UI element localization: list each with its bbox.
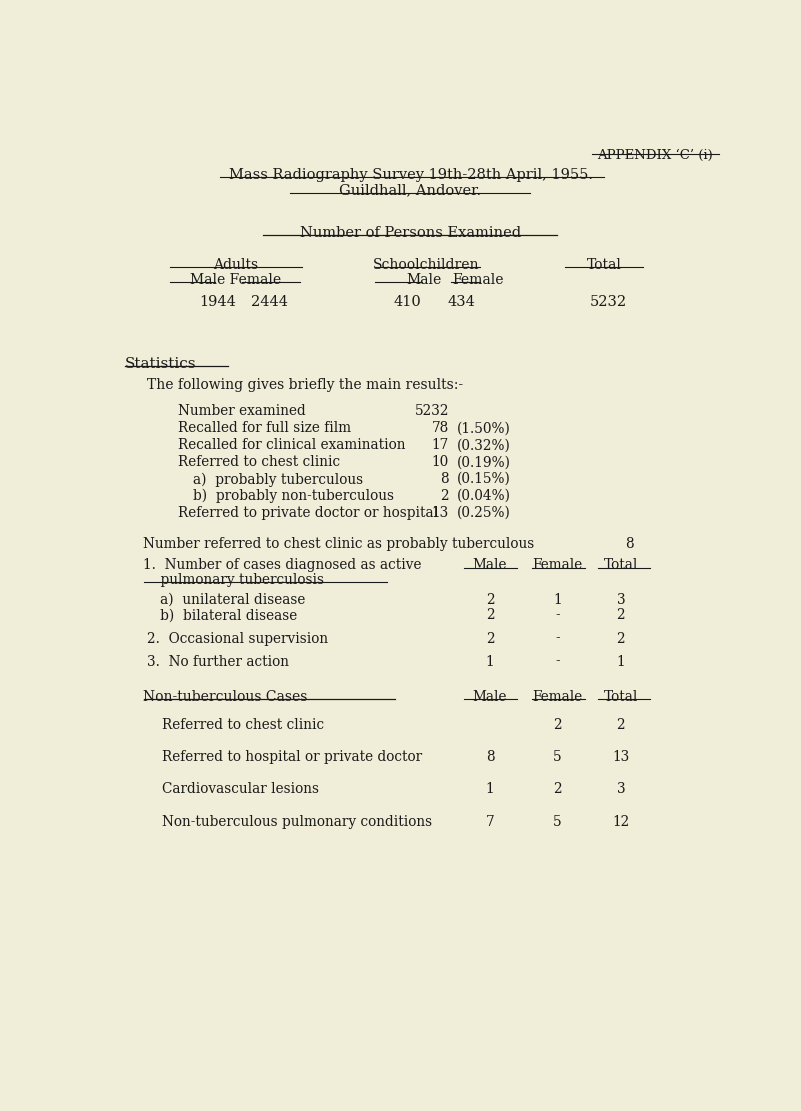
Text: 7: 7 <box>485 814 494 829</box>
Text: 8: 8 <box>626 537 634 551</box>
Text: 2.  Occasional supervision: 2. Occasional supervision <box>147 631 328 645</box>
Text: -: - <box>555 609 560 622</box>
Text: (0.32%): (0.32%) <box>457 438 510 452</box>
Text: Cardiovascular lesions: Cardiovascular lesions <box>162 782 319 797</box>
Text: The following gives briefly the main results:-: The following gives briefly the main res… <box>147 378 463 392</box>
Text: Referred to private doctor or hospital: Referred to private doctor or hospital <box>178 506 438 520</box>
Text: 3: 3 <box>617 593 626 607</box>
Text: 2: 2 <box>617 631 626 645</box>
Text: 78: 78 <box>432 421 449 436</box>
Text: Guildhall, Andover.: Guildhall, Andover. <box>340 183 481 198</box>
Text: b)  bilateral disease: b) bilateral disease <box>147 609 297 622</box>
Text: 3: 3 <box>617 782 626 797</box>
Text: Referred to chest clinic: Referred to chest clinic <box>162 718 324 732</box>
Text: b)  probably non-tuberculous: b) probably non-tuberculous <box>193 489 394 503</box>
Text: Schoolchildren: Schoolchildren <box>372 258 479 272</box>
Text: Female: Female <box>532 690 582 704</box>
Text: 2: 2 <box>441 489 449 503</box>
Text: 1: 1 <box>485 654 494 669</box>
Text: 2: 2 <box>485 609 494 622</box>
Text: 3.  No further action: 3. No further action <box>147 654 288 669</box>
Text: Male: Male <box>406 273 441 288</box>
Text: Number of Persons Examined: Number of Persons Examined <box>300 226 521 240</box>
Text: (0.25%): (0.25%) <box>457 506 510 520</box>
Text: Adults: Adults <box>213 258 258 272</box>
Text: 1: 1 <box>617 654 626 669</box>
Text: Total: Total <box>586 258 622 272</box>
Text: Male: Male <box>473 559 507 572</box>
Text: (1.50%): (1.50%) <box>457 421 510 436</box>
Text: 10: 10 <box>432 456 449 469</box>
Text: Number examined: Number examined <box>178 404 305 419</box>
Text: Referred to chest clinic: Referred to chest clinic <box>178 456 340 469</box>
Text: 5232: 5232 <box>414 404 449 419</box>
Text: Total: Total <box>604 559 638 572</box>
Text: 410: 410 <box>393 296 421 309</box>
Text: Non-tuberculous Cases: Non-tuberculous Cases <box>143 690 307 704</box>
Text: a)  probably tuberculous: a) probably tuberculous <box>193 472 363 487</box>
Text: Male: Male <box>473 690 507 704</box>
Text: 5232: 5232 <box>590 296 627 309</box>
Text: 2: 2 <box>617 718 626 732</box>
Text: 2: 2 <box>553 782 562 797</box>
Text: Recalled for full size film: Recalled for full size film <box>178 421 351 436</box>
Text: Male Female: Male Female <box>190 273 281 288</box>
Text: 12: 12 <box>612 814 630 829</box>
Text: -: - <box>555 654 560 669</box>
Text: 1: 1 <box>553 593 562 607</box>
Text: a)  unilateral disease: a) unilateral disease <box>147 593 305 607</box>
Text: 5: 5 <box>553 750 562 764</box>
Text: Statistics: Statistics <box>125 357 196 371</box>
Text: 17: 17 <box>432 438 449 452</box>
Text: Non-tuberculous pulmonary conditions: Non-tuberculous pulmonary conditions <box>162 814 433 829</box>
Text: 2: 2 <box>617 609 626 622</box>
Text: APPENDIX ‘C’ (i): APPENDIX ‘C’ (i) <box>597 149 712 162</box>
Text: (0.19%): (0.19%) <box>457 456 510 469</box>
Text: 2: 2 <box>485 631 494 645</box>
Text: 1944: 1944 <box>199 296 236 309</box>
Text: 434: 434 <box>447 296 475 309</box>
Text: Total: Total <box>604 690 638 704</box>
Text: Referred to hospital or private doctor: Referred to hospital or private doctor <box>162 750 422 764</box>
Text: 2444: 2444 <box>252 296 288 309</box>
Text: 1: 1 <box>485 782 494 797</box>
Text: Number referred to chest clinic as probably tuberculous: Number referred to chest clinic as proba… <box>143 537 534 551</box>
Text: (0.15%): (0.15%) <box>457 472 510 487</box>
Text: 1.  Number of cases diagnosed as active: 1. Number of cases diagnosed as active <box>143 559 421 572</box>
Text: pulmonary tuberculosis: pulmonary tuberculosis <box>143 573 324 587</box>
Text: 5: 5 <box>553 814 562 829</box>
Text: 8: 8 <box>441 472 449 487</box>
Text: Female: Female <box>453 273 505 288</box>
Text: 8: 8 <box>485 750 494 764</box>
Text: Mass Radiography Survey 19th-28th April, 1955.: Mass Radiography Survey 19th-28th April,… <box>228 168 593 182</box>
Text: 2: 2 <box>485 593 494 607</box>
Text: (0.04%): (0.04%) <box>457 489 510 503</box>
Text: Recalled for clinical examination: Recalled for clinical examination <box>178 438 405 452</box>
Text: -: - <box>555 631 560 645</box>
Text: 13: 13 <box>432 506 449 520</box>
Text: 2: 2 <box>553 718 562 732</box>
Text: Female: Female <box>532 559 582 572</box>
Text: 13: 13 <box>612 750 630 764</box>
